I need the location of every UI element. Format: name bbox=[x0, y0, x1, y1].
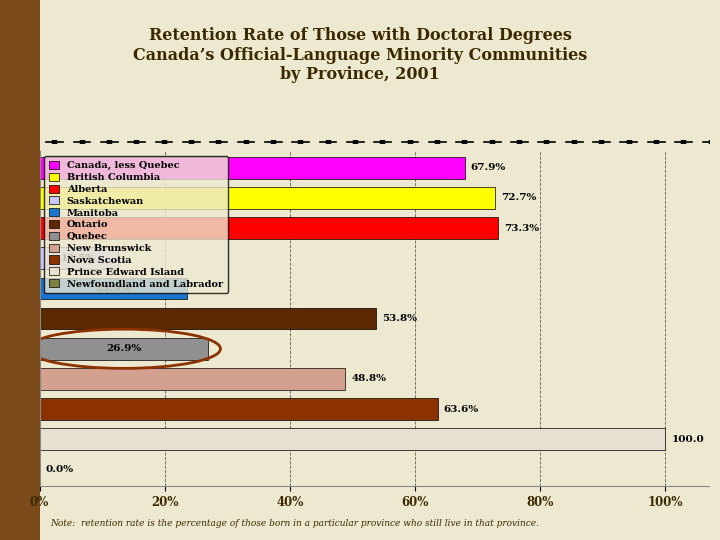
Text: Retention Rate of Those with Doctoral Degrees
Canada’s Official-Language Minorit: Retention Rate of Those with Doctoral De… bbox=[133, 27, 587, 83]
Bar bbox=[40, 308, 377, 329]
Text: 48.8%: 48.8% bbox=[351, 374, 386, 383]
Bar bbox=[40, 217, 498, 239]
Text: 23.5%: 23.5% bbox=[96, 284, 131, 293]
Legend: Canada, less Quebec, British Columbia, Alberta, Saskatchewan, Manitoba, Ontario,: Canada, less Quebec, British Columbia, A… bbox=[45, 156, 228, 293]
Text: Note:  retention rate is the percentage of those born in a particular province w: Note: retention rate is the percentage o… bbox=[50, 519, 539, 529]
Text: 0.0%: 0.0% bbox=[46, 465, 74, 474]
Text: 63.6%: 63.6% bbox=[444, 404, 479, 414]
Bar bbox=[40, 368, 345, 390]
Bar bbox=[40, 157, 464, 179]
Bar bbox=[40, 338, 208, 360]
Bar bbox=[40, 278, 186, 299]
Text: 72.7%: 72.7% bbox=[501, 193, 536, 202]
Bar bbox=[40, 398, 438, 420]
Text: 67.9%: 67.9% bbox=[471, 163, 506, 172]
Text: 53.8%: 53.8% bbox=[382, 314, 418, 323]
Bar bbox=[40, 187, 495, 209]
Text: 73.3%: 73.3% bbox=[505, 224, 540, 233]
Bar bbox=[40, 428, 665, 450]
Bar bbox=[40, 247, 118, 269]
Text: 12.5%: 12.5% bbox=[61, 254, 96, 263]
Text: 100.0: 100.0 bbox=[672, 435, 704, 444]
Text: 26.9%: 26.9% bbox=[106, 345, 141, 353]
